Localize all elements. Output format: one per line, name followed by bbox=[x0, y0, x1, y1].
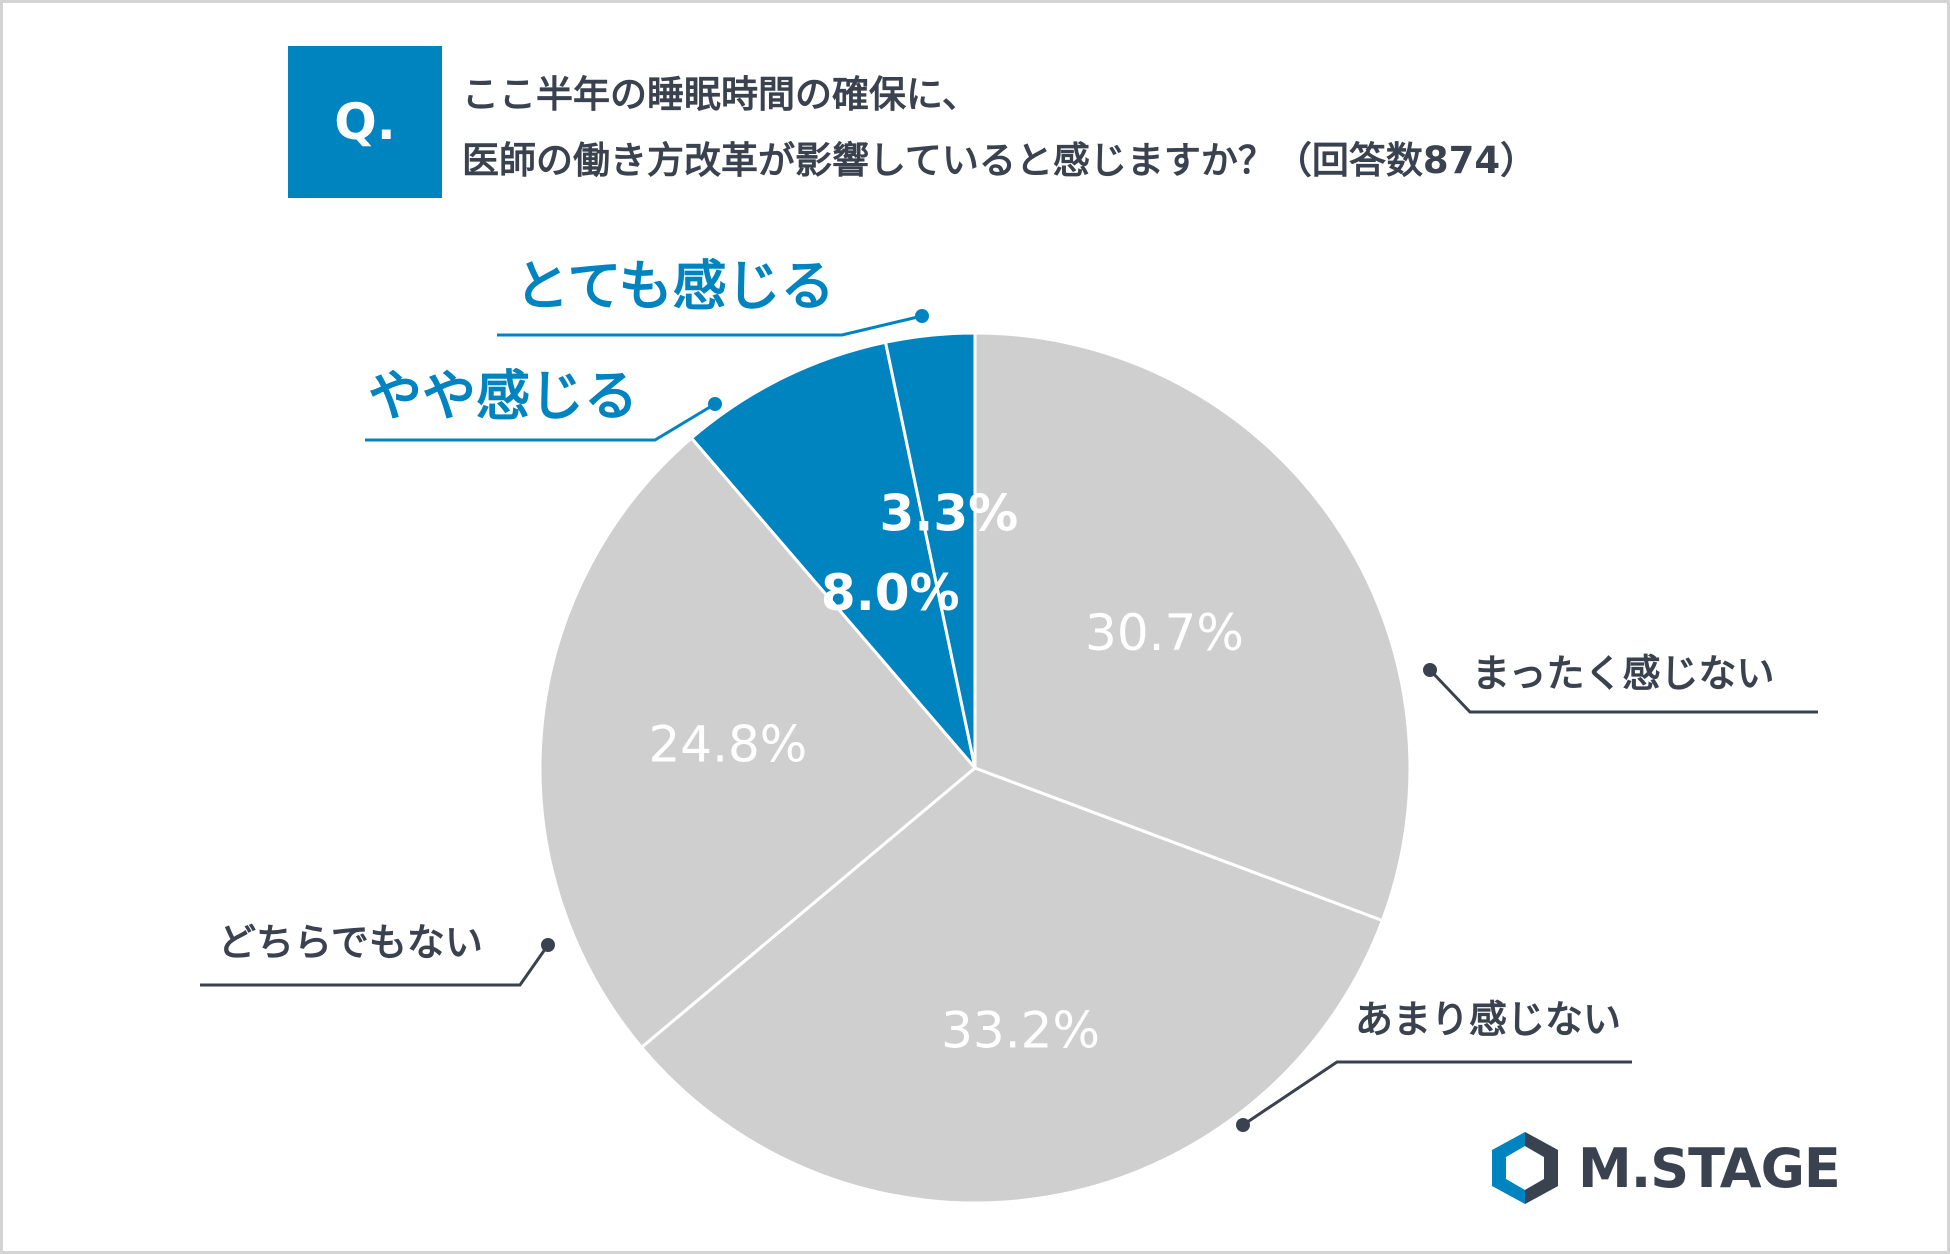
question-line-2: 医師の働き方改革が影響していると感じますか？（回答数874） bbox=[462, 139, 1538, 182]
leader-dot-5 bbox=[1423, 663, 1437, 677]
leader-dot-2 bbox=[708, 397, 722, 411]
slice-category-label-3: どちらでもない bbox=[218, 921, 483, 965]
logo-wordmark: M.STAGE bbox=[1578, 1136, 1841, 1200]
slice-category-label-4: あまり感じない bbox=[1355, 998, 1621, 1042]
pie-slice-4 bbox=[639, 766, 1385, 1205]
question-line-1: ここ半年の睡眠時間の確保に、 bbox=[462, 73, 979, 116]
slice-category-label-2: やや感じる bbox=[368, 365, 638, 428]
leader-dot-4 bbox=[1236, 1118, 1250, 1132]
leader-line-4 bbox=[1242, 1060, 1632, 1127]
leader-line-5 bbox=[1428, 668, 1818, 714]
question-text: ここ半年の睡眠時間の確保に、 医師の働き方改革が影響していると感じますか？（回答… bbox=[462, 62, 1862, 194]
slice-category-label-1: とても感じる bbox=[515, 255, 835, 318]
question-badge-label: Q. bbox=[334, 93, 396, 151]
pie-slice-3 bbox=[538, 435, 978, 1050]
leader-dot-1 bbox=[915, 309, 929, 323]
slice-value-label-2: 8.0% bbox=[821, 564, 960, 622]
brand-logo: M.STAGE bbox=[1490, 1128, 1850, 1208]
pie-slice-5 bbox=[973, 331, 1412, 923]
leader-line-2 bbox=[365, 402, 716, 442]
slice-category-label-5: まったく感じない bbox=[1472, 652, 1774, 696]
leader-line-3 bbox=[200, 944, 550, 987]
slice-value-label-5: 30.7% bbox=[1085, 604, 1244, 662]
slice-value-label-4: 33.2% bbox=[941, 1001, 1100, 1059]
question-badge: Q. bbox=[288, 46, 442, 198]
leader-line-1 bbox=[497, 314, 923, 337]
slice-value-label-1: 3.3% bbox=[880, 485, 1019, 543]
pie-slice-2 bbox=[689, 340, 977, 769]
leader-dot-3 bbox=[541, 938, 555, 952]
logo-hexagon-icon bbox=[1492, 1132, 1558, 1204]
slice-value-label-3: 24.8% bbox=[648, 715, 807, 773]
